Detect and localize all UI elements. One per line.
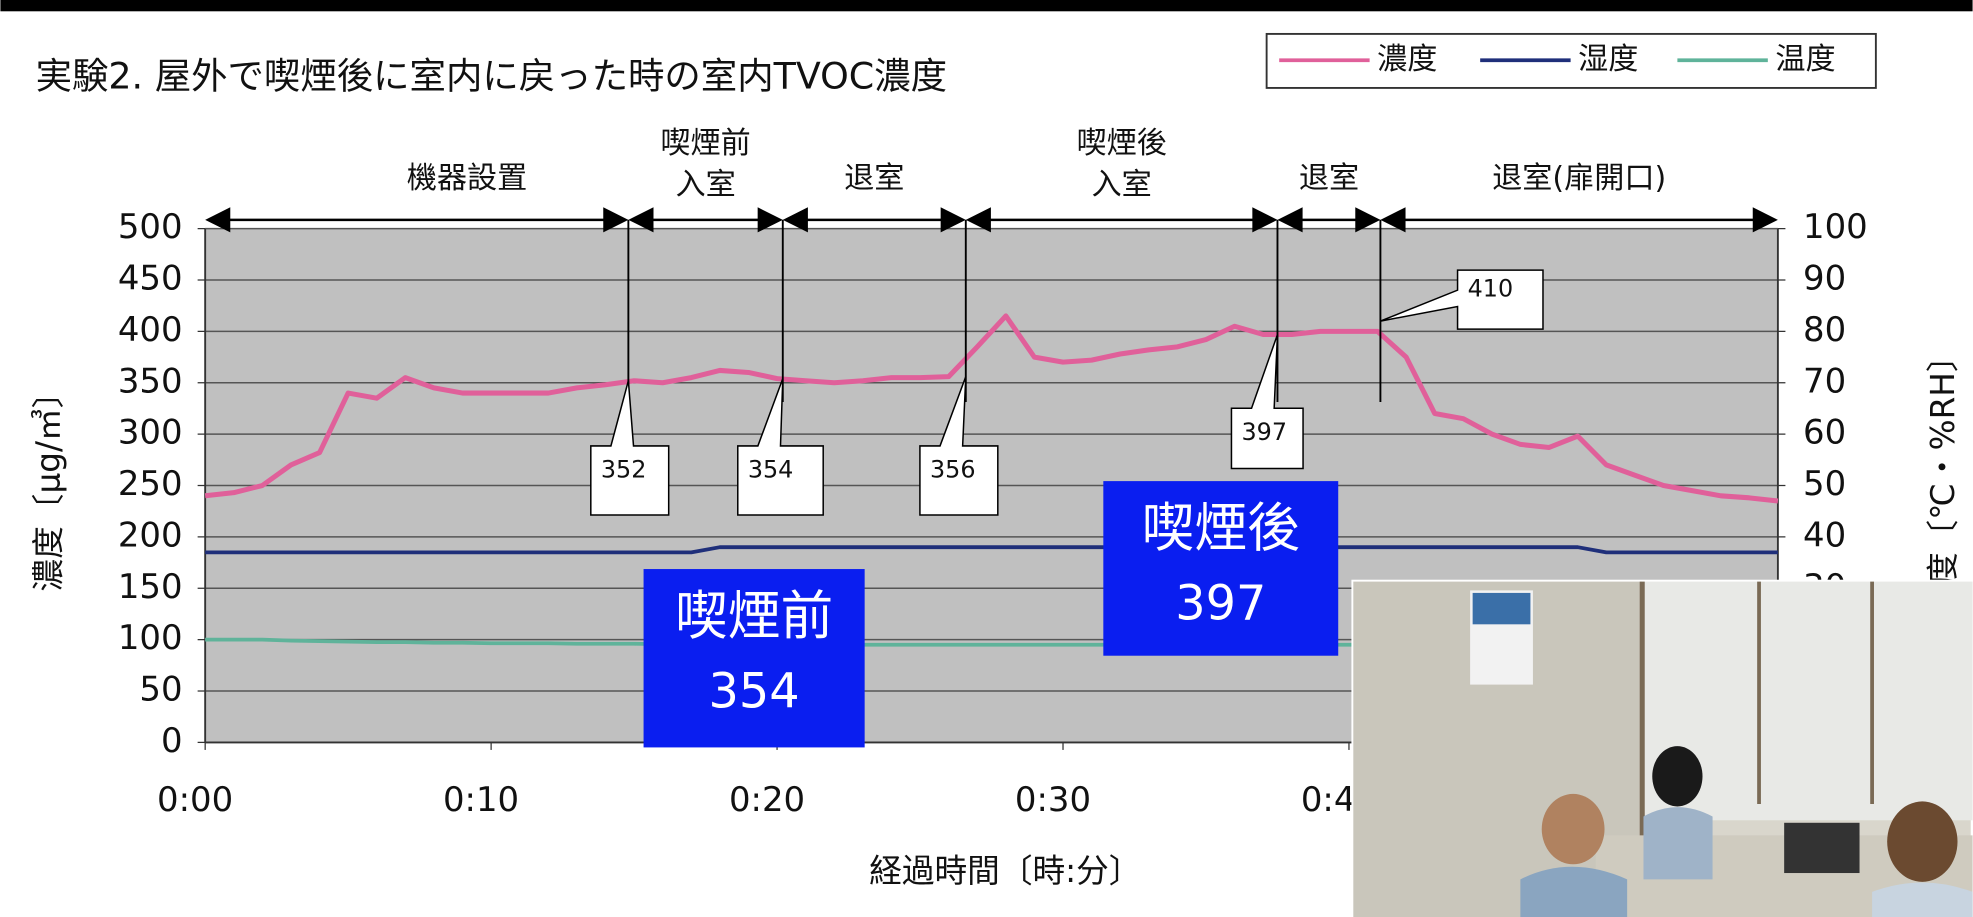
y2-tick-label: 90 xyxy=(1803,258,1846,297)
arrow-head xyxy=(940,207,966,233)
arrow-head xyxy=(1752,207,1778,233)
legend-label: 温度 xyxy=(1775,42,1835,77)
y-tick-label: 100 xyxy=(118,618,183,657)
highlight-box xyxy=(1103,481,1339,656)
phase-label: 入室 xyxy=(1092,167,1152,202)
x-tick-label: 0:00 xyxy=(157,780,233,819)
chart-title: 実験2. 屋外で喫煙後に室内に戻った時の室内TVOC濃度 xyxy=(36,54,947,97)
highlight-value: 354 xyxy=(709,665,800,720)
legend: 濃度 湿度 温度 xyxy=(1279,42,1836,77)
callout-label: 356 xyxy=(930,456,976,484)
arrow-head xyxy=(628,207,654,233)
y-tick-label: 300 xyxy=(118,413,183,452)
callout-box xyxy=(1380,269,1544,330)
highlights: 喫煙前 354 喫煙後 397 xyxy=(643,481,1339,748)
callout-label: 397 xyxy=(1242,418,1288,446)
y-tick-label: 500 xyxy=(118,207,183,246)
y2-tick-label: 60 xyxy=(1803,413,1846,452)
arrow-head xyxy=(757,207,783,233)
callout-box xyxy=(919,376,999,516)
arrow-head xyxy=(603,207,629,233)
callout-box xyxy=(1230,334,1304,470)
y-tick-label: 50 xyxy=(139,670,182,709)
phase-label: 喫煙前 xyxy=(660,126,750,161)
y-tick-label: 0 xyxy=(161,721,183,760)
phase-label: 機器設置 xyxy=(407,161,528,196)
arrow-head xyxy=(782,207,808,233)
photo xyxy=(1351,579,1973,917)
y-axis-label: 濃度〔μg/㎥〕 xyxy=(30,376,68,592)
phase-label: 退室 xyxy=(1299,161,1359,196)
x-tick-label: 0:10 xyxy=(443,780,519,819)
y2-tick-label: 40 xyxy=(1803,515,1846,554)
callout-label: 354 xyxy=(748,456,794,484)
y2-tick-label: 80 xyxy=(1803,310,1846,349)
x-tick-label: 0:20 xyxy=(729,780,805,819)
y-tick-label: 400 xyxy=(118,310,183,349)
x-axis-label: 経過時間〔時:分〕 xyxy=(869,852,1141,890)
arrow-head xyxy=(1380,207,1406,233)
highlight-box xyxy=(643,569,865,748)
arrow-head xyxy=(1252,207,1278,233)
arrow-head xyxy=(965,207,991,233)
callout-label: 352 xyxy=(601,456,647,484)
highlight-label: 喫煙前 xyxy=(675,586,833,647)
callout-label: 410 xyxy=(1468,275,1514,303)
y-tick-label: 450 xyxy=(118,258,183,297)
highlight-label: 喫煙後 xyxy=(1142,498,1300,559)
y2-tick-label: 100 xyxy=(1803,207,1868,246)
highlight-value: 397 xyxy=(1175,577,1266,632)
series-line xyxy=(205,545,1778,555)
legend-label: 湿度 xyxy=(1578,42,1638,77)
y2-tick-label: 50 xyxy=(1803,464,1846,503)
x-tick-label: 0:30 xyxy=(1015,780,1091,819)
arrow-head xyxy=(205,207,231,233)
series-line xyxy=(204,313,1779,504)
callout-box xyxy=(737,378,824,516)
top-bar xyxy=(0,0,1973,12)
callout-box xyxy=(590,380,670,516)
phase-label: 退室 xyxy=(844,161,904,196)
y-tick-label: 150 xyxy=(118,567,183,606)
y-tick-label: 250 xyxy=(118,464,183,503)
arrow-head xyxy=(1355,207,1381,233)
phase-label: 退室(扉開口) xyxy=(1492,161,1666,196)
phase-label: 入室 xyxy=(675,167,735,202)
y-tick-label: 200 xyxy=(118,515,183,554)
arrow-head xyxy=(1277,207,1303,233)
y2-tick-label: 70 xyxy=(1803,361,1846,400)
phase-label: 喫煙後 xyxy=(1076,126,1166,161)
y-tick-label: 350 xyxy=(118,361,183,400)
legend-label: 濃度 xyxy=(1377,42,1437,77)
